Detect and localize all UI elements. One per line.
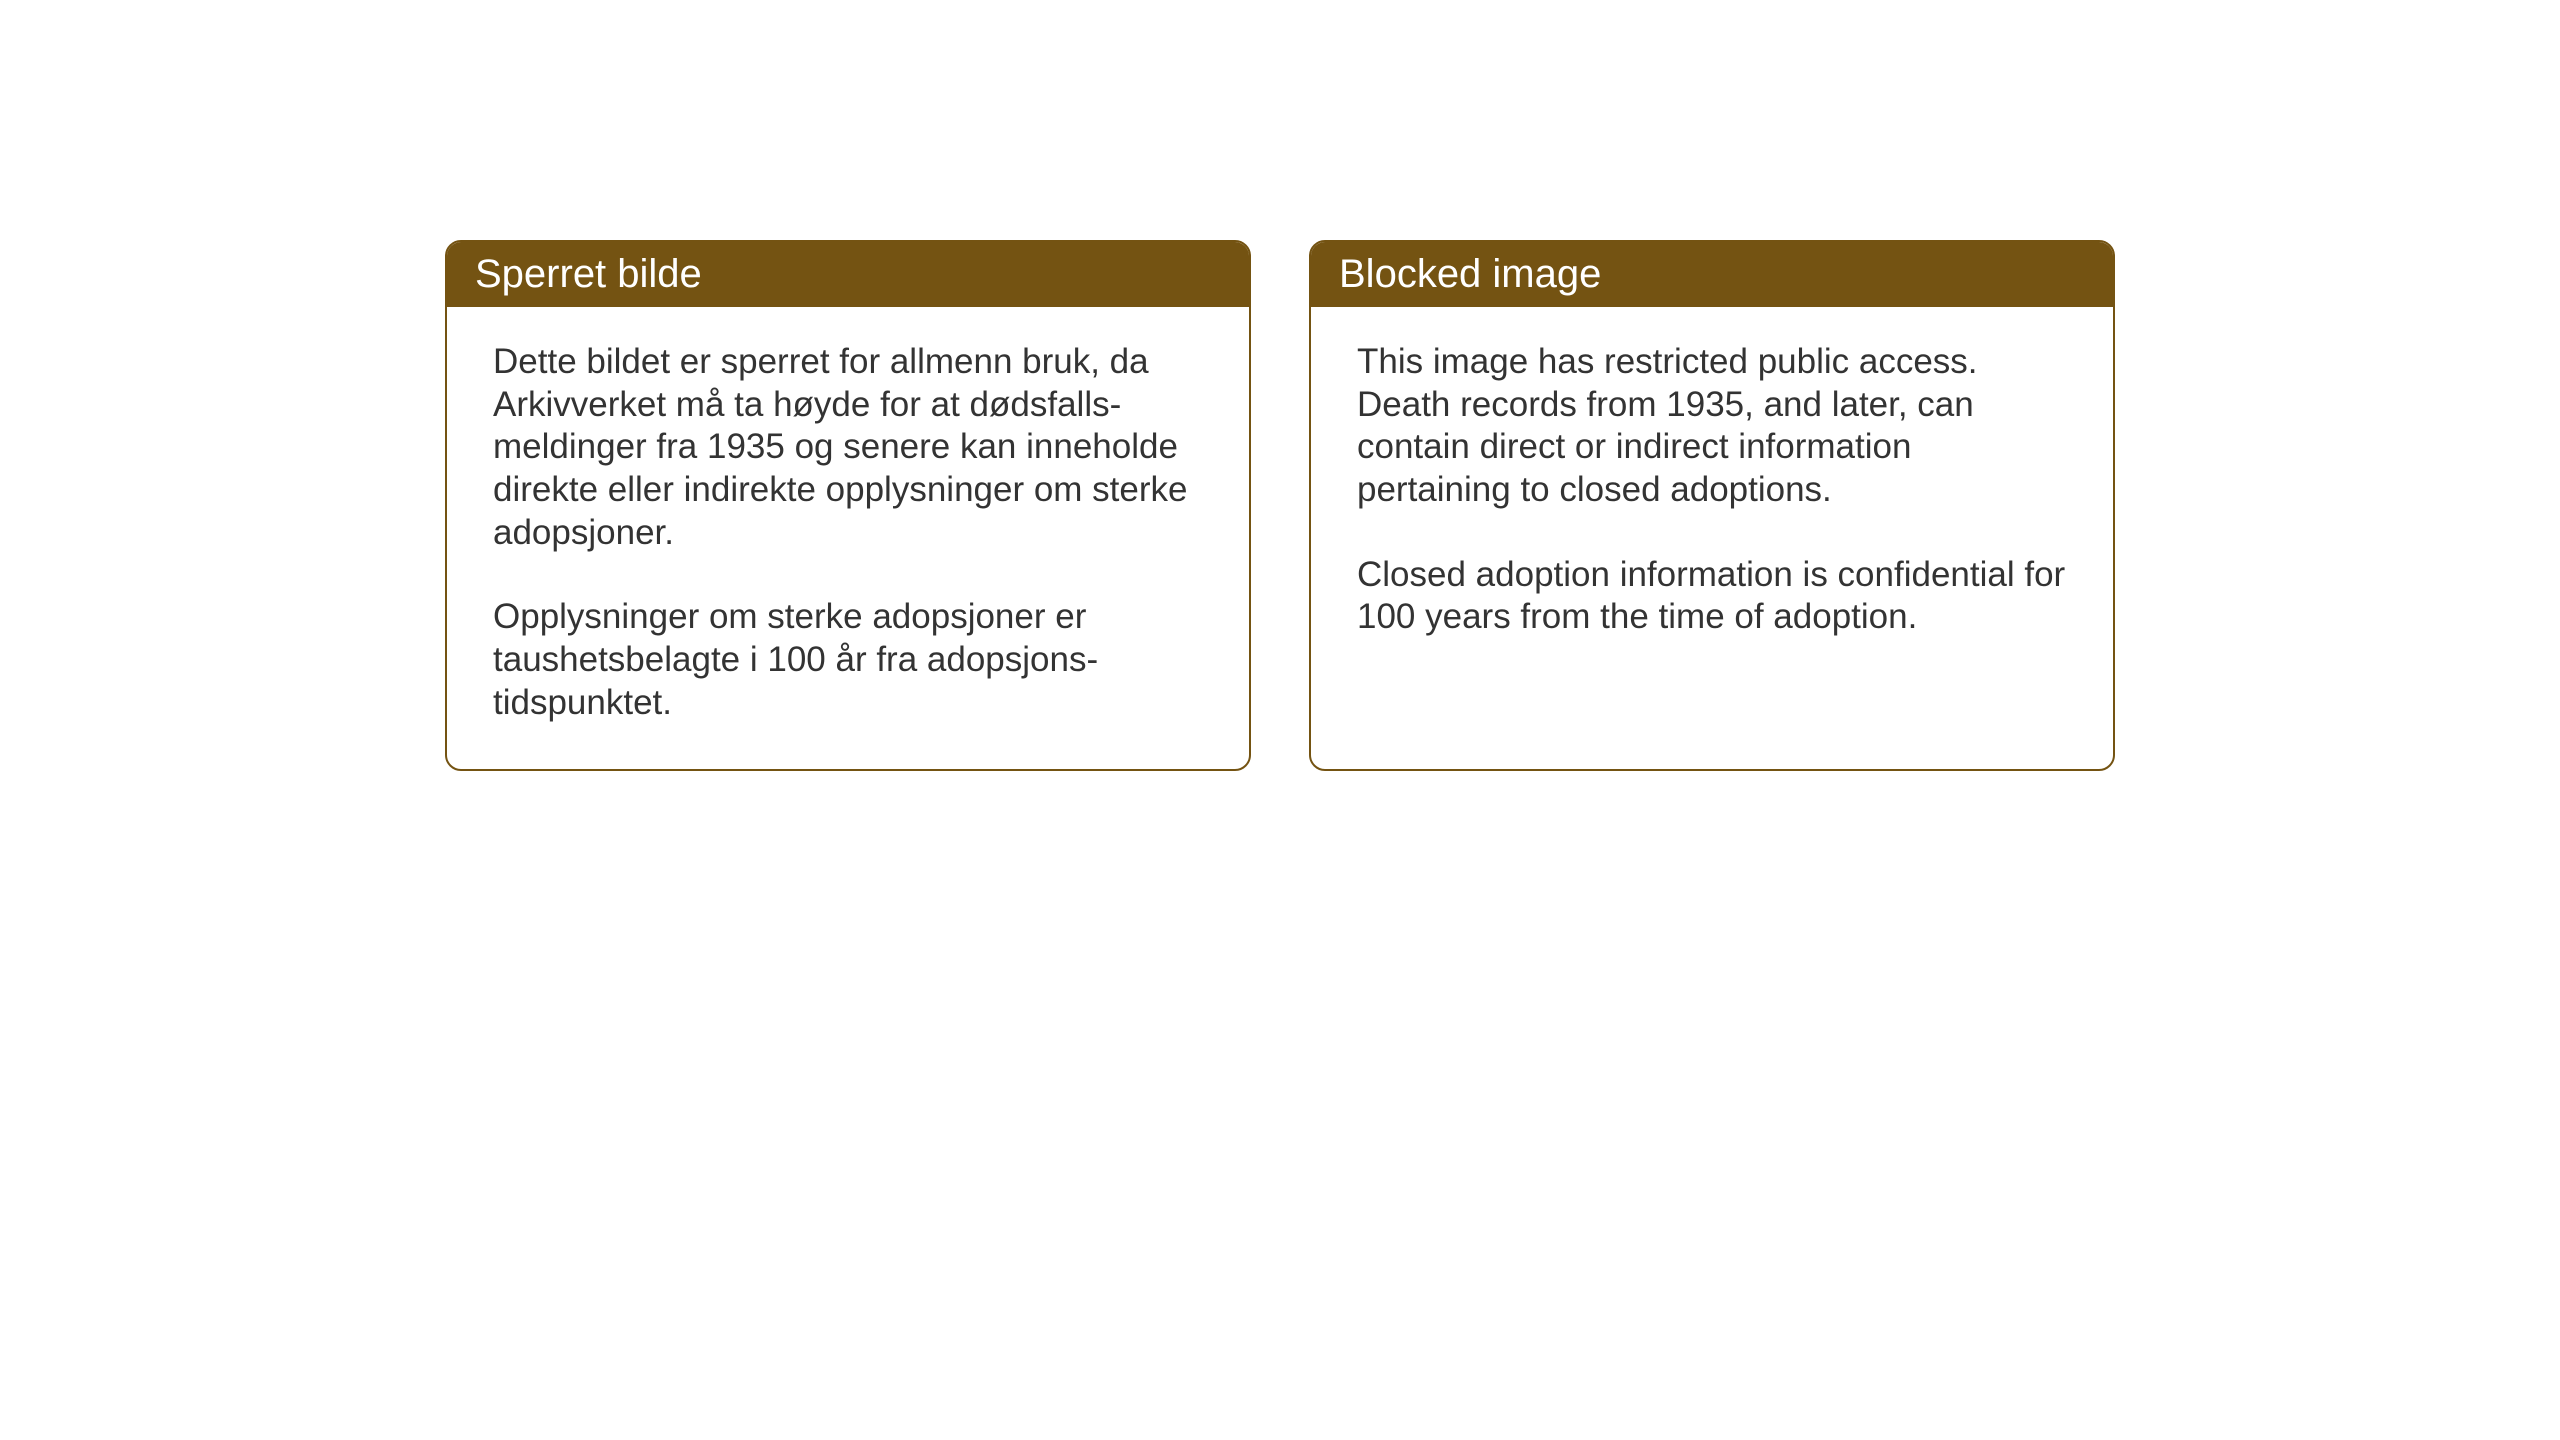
norwegian-card-title: Sperret bilde [475, 252, 702, 296]
english-card-title: Blocked image [1339, 252, 1601, 296]
english-paragraph-2: Closed adoption information is confident… [1357, 554, 2067, 639]
norwegian-paragraph-2: Opplysninger om sterke adopsjoner er tau… [493, 596, 1203, 724]
english-card-body: This image has restricted public access.… [1311, 307, 2113, 683]
info-cards-container: Sperret bilde Dette bildet er sperret fo… [445, 240, 2115, 771]
english-paragraph-1: This image has restricted public access.… [1357, 341, 2067, 512]
norwegian-card-body: Dette bildet er sperret for allmenn bruk… [447, 307, 1249, 769]
english-info-card: Blocked image This image has restricted … [1309, 240, 2115, 771]
norwegian-info-card: Sperret bilde Dette bildet er sperret fo… [445, 240, 1251, 771]
english-card-header: Blocked image [1311, 242, 2113, 307]
norwegian-paragraph-1: Dette bildet er sperret for allmenn bruk… [493, 341, 1203, 554]
norwegian-card-header: Sperret bilde [447, 242, 1249, 307]
